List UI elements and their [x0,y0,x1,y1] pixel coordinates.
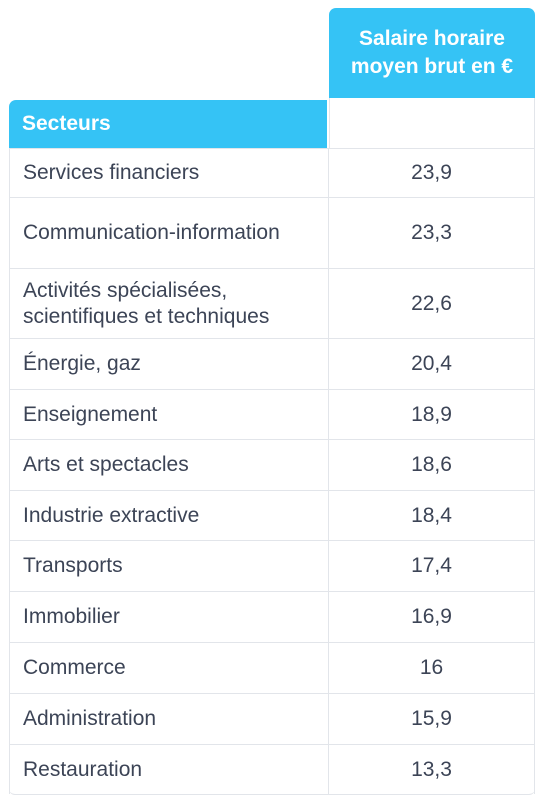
header-value-column: Salaire horaire moyen brut en € [329,8,535,98]
table-row: Restauration 13,3 [9,744,535,795]
sector-label: Administration [9,694,329,744]
table-row: Enseignement 18,9 [9,389,535,439]
wage-value: 18,9 [329,390,535,439]
wage-value: 23,9 [329,149,535,197]
sector-label: Activités spécialisées, scientifiques et… [9,269,329,338]
table-row: Arts et spectacles 18,6 [9,439,535,490]
wage-value: 18,6 [329,440,535,490]
wage-value: 16,9 [329,592,535,642]
salary-table: Salaire horaire moyen brut en € Secteurs… [9,8,535,796]
sector-label: Services financiers [9,149,329,197]
table-row: Commerce 16 [9,642,535,693]
table-row: Industrie extractive 18,4 [9,490,535,540]
wage-value: 23,3 [329,198,535,268]
sector-label: Immobilier [9,592,329,642]
table-body: Services financiers 23,9 Communication-inf… [9,148,535,795]
table-row: Communication-information 23,3 [9,197,535,268]
table-row: Transports 17,4 [9,540,535,591]
header-sector-column: Secteurs [9,100,327,148]
sector-label: Transports [9,541,329,591]
sector-label: Industrie extractive [9,491,329,540]
wage-value: 13,3 [329,745,535,794]
table-row: Immobilier 16,9 [9,591,535,642]
wage-value: 22,6 [329,269,535,338]
sector-label: Arts et spectacles [9,440,329,490]
table-row: Activités spécialisées, scientifiques et… [9,268,535,338]
sector-label: Énergie, gaz [9,339,329,389]
sector-label: Restauration [9,745,329,794]
sector-label: Communication-information [9,198,329,268]
sector-label: Enseignement [9,390,329,439]
wage-value: 16 [329,643,535,693]
wage-value: 20,4 [329,339,535,389]
table-row: Administration 15,9 [9,693,535,744]
sector-label: Commerce [9,643,329,693]
wage-value: 18,4 [329,491,535,540]
table-row: Énergie, gaz 20,4 [9,338,535,389]
table-row: Services financiers 23,9 [9,148,535,197]
header-value-spacer [329,98,535,148]
wage-value: 15,9 [329,694,535,744]
wage-value: 17,4 [329,541,535,591]
